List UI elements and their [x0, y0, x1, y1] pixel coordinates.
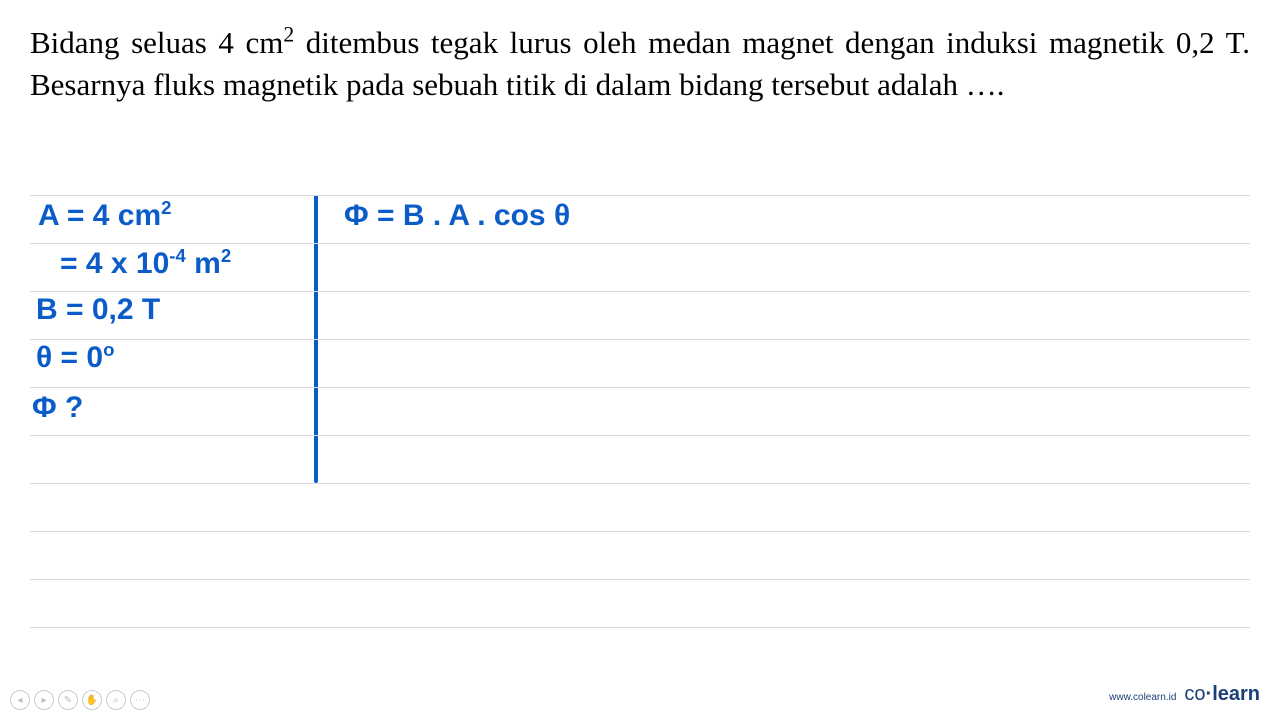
- hw-text: θ = 0: [36, 341, 103, 374]
- hw-sup: 2: [221, 245, 231, 266]
- toolbar-icon-0[interactable]: ◂: [10, 690, 30, 710]
- footer-logo: co·learn: [1184, 683, 1260, 706]
- ruled-line: [30, 387, 1250, 388]
- toolbar-icon-3[interactable]: ✋: [82, 690, 102, 710]
- formula-phi: Φ = B . A . cos θ: [344, 199, 570, 233]
- ruled-line: [30, 195, 1250, 196]
- hw-text: A = 4 cm: [38, 199, 161, 232]
- ruled-line: [30, 291, 1250, 292]
- question-superscript: 2: [283, 23, 294, 47]
- hw-sup: 2: [161, 197, 171, 218]
- unknown-phi: Φ ?: [32, 391, 83, 425]
- footer: ◂▸✎✋⌕⋯ www.colearn.id co·learn: [0, 682, 1280, 712]
- hw-sup: o: [103, 339, 114, 360]
- hw-text: = 4 x 10: [60, 247, 169, 280]
- work-area: A = 4 cm2 = 4 x 10-4 m2 B = 0,2 T θ = 0o…: [30, 195, 1250, 660]
- ruled-line: [30, 579, 1250, 580]
- hw-sup: -4: [169, 245, 186, 266]
- footer-url: www.colearn.id: [1109, 692, 1176, 703]
- logo-co: co: [1184, 683, 1205, 705]
- hw-text: m: [186, 247, 221, 280]
- hw-text: Φ = B . A . cos θ: [344, 199, 570, 232]
- hw-text: B = 0,2 T: [36, 293, 160, 326]
- ruled-line: [30, 627, 1250, 628]
- ruled-line: [30, 483, 1250, 484]
- footer-toolbar: ◂▸✎✋⌕⋯: [10, 690, 150, 710]
- ruled-line: [30, 243, 1250, 244]
- ruled-line: [30, 531, 1250, 532]
- ruled-line: [30, 435, 1250, 436]
- question-text: Bidang seluas 4 cm2 ditembus tegak lurus…: [0, 0, 1280, 116]
- toolbar-icon-5[interactable]: ⋯: [130, 690, 150, 710]
- question-part-1: Bidang seluas 4 cm: [30, 25, 283, 60]
- given-theta: θ = 0o: [36, 341, 114, 375]
- given-A-line2: = 4 x 10-4 m2: [60, 247, 231, 281]
- given-A-line1: A = 4 cm2: [38, 199, 171, 233]
- toolbar-icon-4[interactable]: ⌕: [106, 690, 126, 710]
- toolbar-icon-2[interactable]: ✎: [58, 690, 78, 710]
- hw-text: Φ ?: [32, 391, 83, 424]
- logo-learn: learn: [1212, 683, 1260, 705]
- footer-brand: www.colearn.id co·learn: [1109, 683, 1260, 706]
- given-B: B = 0,2 T: [36, 293, 160, 327]
- ruled-line: [30, 339, 1250, 340]
- toolbar-icon-1[interactable]: ▸: [34, 690, 54, 710]
